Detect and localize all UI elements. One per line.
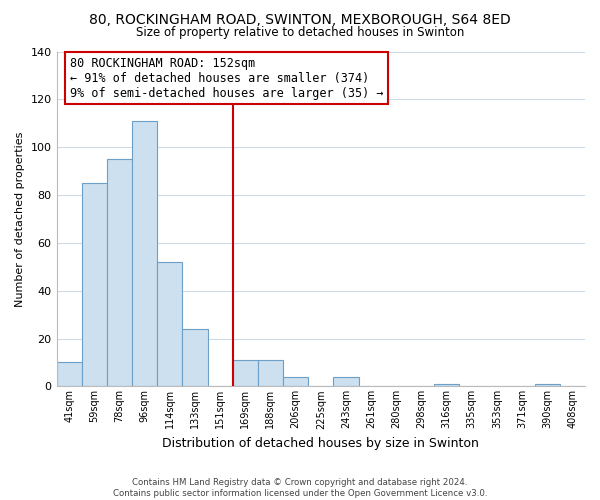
Bar <box>56 362 82 386</box>
X-axis label: Distribution of detached houses by size in Swinton: Distribution of detached houses by size … <box>163 437 479 450</box>
Text: 80, ROCKINGHAM ROAD, SWINTON, MEXBOROUGH, S64 8ED: 80, ROCKINGHAM ROAD, SWINTON, MEXBOROUGH… <box>89 12 511 26</box>
Y-axis label: Number of detached properties: Number of detached properties <box>15 132 25 306</box>
Bar <box>283 377 308 386</box>
Bar <box>334 377 359 386</box>
Text: 80 ROCKINGHAM ROAD: 152sqm
← 91% of detached houses are smaller (374)
9% of semi: 80 ROCKINGHAM ROAD: 152sqm ← 91% of deta… <box>70 56 383 100</box>
Bar <box>182 329 208 386</box>
Bar <box>107 159 132 386</box>
Bar <box>434 384 459 386</box>
Bar <box>258 360 283 386</box>
Bar <box>233 360 258 386</box>
Bar <box>157 262 182 386</box>
Bar <box>132 121 157 386</box>
Text: Size of property relative to detached houses in Swinton: Size of property relative to detached ho… <box>136 26 464 39</box>
Bar <box>535 384 560 386</box>
Text: Contains HM Land Registry data © Crown copyright and database right 2024.
Contai: Contains HM Land Registry data © Crown c… <box>113 478 487 498</box>
Bar <box>82 183 107 386</box>
